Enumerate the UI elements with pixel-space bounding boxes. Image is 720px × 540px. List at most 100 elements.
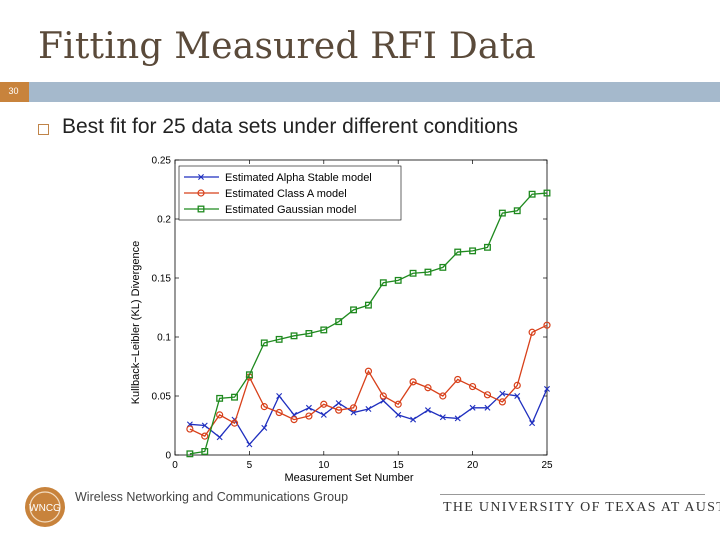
data-point — [364, 367, 373, 375]
data-point — [394, 400, 402, 408]
footer-org-name: Wireless Networking and Communications G… — [75, 490, 349, 504]
data-point — [335, 318, 343, 326]
x-tick-label: 5 — [247, 460, 253, 471]
data-point — [364, 301, 372, 309]
data-point — [469, 404, 476, 411]
slide-number-box — [0, 82, 29, 102]
y-tick-label: 0.1 — [157, 333, 171, 344]
footer-divider — [440, 494, 705, 495]
data-point — [379, 392, 387, 400]
series-line-2 — [189, 324, 548, 437]
data-point — [543, 189, 551, 197]
data-point — [395, 411, 402, 418]
data-point — [201, 448, 209, 455]
y-tick-label: 0.15 — [152, 274, 172, 285]
data-point — [349, 404, 358, 412]
data-point — [528, 190, 536, 198]
data-point — [305, 412, 313, 420]
data-point — [246, 441, 253, 448]
data-point — [305, 330, 313, 337]
university-name: THE UNIVERSITY OF TEXAS AT AUSTIN — [443, 500, 720, 515]
legend-label: Estimated Alpha Stable model — [225, 172, 372, 184]
y-tick-label: 0.25 — [152, 156, 172, 167]
data-point — [350, 306, 358, 314]
data-point — [201, 422, 208, 429]
data-point — [276, 393, 283, 399]
data-point — [454, 375, 462, 384]
data-point — [260, 403, 268, 411]
kl-divergence-chart: 0 5 10 15 20 25 0 0.05 0.1 0.15 0.2 0.25 Measurement… — [130, 156, 553, 485]
y-tick-label: 0.05 — [152, 392, 172, 403]
data-point — [186, 425, 194, 433]
data-point — [230, 419, 239, 427]
data-point — [513, 381, 521, 389]
legend-marker — [197, 205, 205, 213]
data-point — [290, 416, 298, 424]
data-point — [335, 400, 342, 407]
data-point — [484, 404, 491, 411]
hollow-square-icon — [38, 124, 49, 135]
series-line-3 — [189, 192, 548, 455]
wncg-logo-icon: WNCG — [25, 487, 65, 527]
data-point — [469, 247, 477, 255]
legend-label: Estimated Class A model — [225, 188, 347, 200]
data-point — [410, 416, 417, 423]
y-tick-label: 0 — [165, 451, 171, 462]
x-tick-label: 0 — [172, 460, 178, 471]
y-tick-label: 0.2 — [157, 215, 171, 226]
data-point — [216, 394, 224, 402]
data-point — [454, 248, 462, 256]
data-point — [469, 382, 477, 391]
data-point — [335, 406, 343, 414]
data-point — [424, 384, 432, 392]
plot-frame — [174, 159, 548, 456]
data-point — [439, 414, 446, 421]
x-axis-label: Measurement Set Number — [285, 472, 414, 484]
data-point — [484, 243, 491, 251]
data-point — [231, 393, 238, 401]
logo-text: WNCG — [29, 503, 61, 514]
data-point — [320, 400, 328, 408]
data-point — [305, 404, 312, 411]
bullet-text: Best fit for 25 data sets under differen… — [62, 115, 519, 138]
data-point — [529, 420, 536, 427]
data-point — [513, 207, 521, 215]
slide-title: Fitting Measured RFI Data — [38, 26, 536, 67]
legend-marker — [198, 174, 204, 180]
data-point — [528, 328, 536, 336]
data-point — [544, 385, 550, 392]
y-axis-label: Kullback−Leibler (KL) Divergence — [130, 241, 142, 405]
data-point — [275, 335, 283, 343]
legend-label: Estimated Gaussian model — [225, 204, 356, 216]
data-point — [424, 407, 431, 414]
title-divider-bar — [0, 82, 720, 102]
data-point — [379, 279, 387, 287]
data-point — [216, 411, 224, 419]
data-point — [201, 432, 209, 440]
data-point — [275, 408, 283, 417]
data-point — [498, 398, 506, 406]
data-point — [290, 332, 298, 340]
data-point — [261, 424, 268, 431]
data-point — [454, 415, 461, 422]
data-point — [514, 393, 521, 399]
data-point — [216, 434, 223, 441]
data-point — [409, 378, 417, 386]
data-point — [260, 339, 268, 347]
data-point — [483, 391, 492, 399]
data-point — [424, 268, 432, 276]
data-point — [543, 321, 551, 329]
legend-marker — [197, 189, 205, 197]
data-point — [186, 450, 194, 458]
data-point — [320, 326, 328, 334]
data-point — [498, 209, 506, 217]
data-point — [365, 405, 372, 412]
x-tick-label: 20 — [467, 460, 479, 471]
slide-number: 30 — [8, 86, 19, 96]
x-tick-label: 10 — [318, 460, 330, 471]
data-point — [245, 371, 253, 379]
data-point — [439, 263, 447, 271]
data-point — [409, 269, 417, 277]
data-point — [394, 276, 402, 284]
x-tick-label: 15 — [393, 460, 405, 471]
